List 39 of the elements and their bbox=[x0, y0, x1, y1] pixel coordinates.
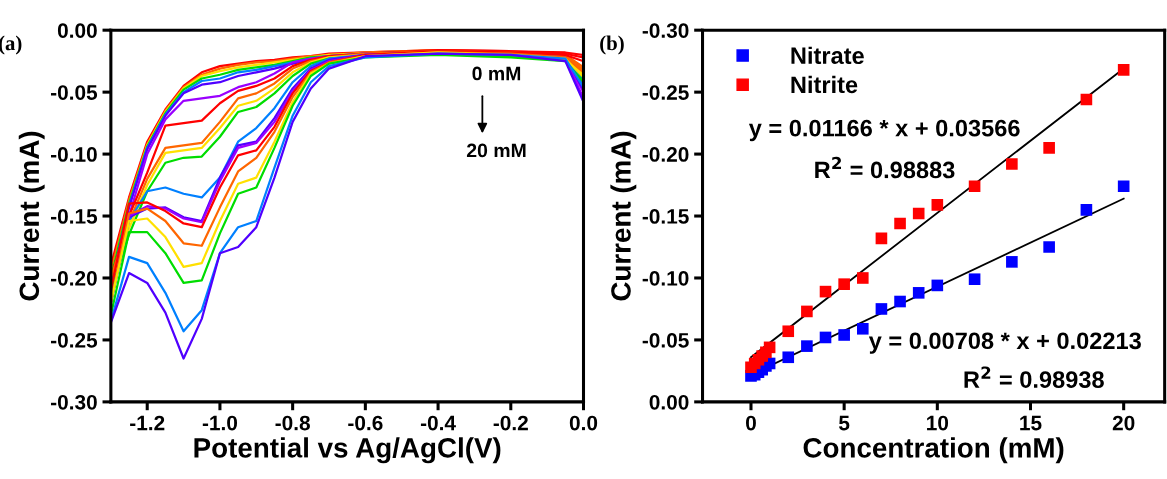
x-tick-label: -0.8 bbox=[275, 415, 310, 431]
x-tick-label: 15 bbox=[1020, 415, 1042, 431]
y-tick-label: -0.25 bbox=[51, 332, 98, 348]
y-tick-label: -0.20 bbox=[642, 147, 689, 162]
y-tick-label: -0.15 bbox=[51, 209, 98, 224]
y-tick-label: -0.10 bbox=[642, 270, 689, 286]
x-tick-label: -1.2 bbox=[130, 415, 165, 431]
x-tick-label: -0.4 bbox=[420, 415, 456, 431]
x-tick-label: -0.6 bbox=[348, 415, 383, 431]
x-tick-label: -0.2 bbox=[493, 415, 528, 431]
legend-label: Nitrite bbox=[791, 75, 858, 94]
annotation: 0 mM bbox=[472, 66, 521, 81]
x-tick-label: 20 bbox=[1112, 415, 1135, 431]
y-tick-label: -0.25 bbox=[642, 85, 689, 100]
y-axis-title: Current (mA) bbox=[610, 131, 637, 301]
y-tick-label: -0.30 bbox=[51, 394, 97, 410]
y-axis-title: Current (mA) bbox=[18, 131, 45, 301]
annotation: R$^{2}$ = 0.98883 bbox=[815, 156, 955, 179]
x-tick-label: -1.0 bbox=[202, 415, 238, 431]
annotation: y = 0.00708 * x + 0.02213 bbox=[868, 332, 1141, 354]
y-tick-label: 0.00 bbox=[57, 23, 97, 38]
annotation: y = 0.01166 * x + 0.03566 bbox=[748, 119, 1020, 142]
x-tick-label: 0 bbox=[746, 415, 756, 431]
x-axis-title: Potential vs Ag/AgCl(V) bbox=[194, 437, 501, 464]
y-tick-label: -0.20 bbox=[51, 270, 97, 286]
text: (b) bbox=[600, 35, 624, 55]
x-tick-label: 0.0 bbox=[569, 415, 598, 431]
y-tick-label: 0.00 bbox=[649, 394, 689, 410]
x-axis-title: Concentration (mM) bbox=[803, 437, 1064, 464]
annotation: 20 mM bbox=[466, 143, 526, 158]
annotation: R$^{2}$ = 0.98938 bbox=[964, 366, 1104, 388]
y-tick-label: -0.15 bbox=[642, 209, 689, 224]
legend-label: Nitrate bbox=[791, 46, 864, 65]
x-tick-label: 10 bbox=[927, 415, 949, 431]
x-tick-label: 5 bbox=[839, 415, 850, 431]
y-tick-label: -0.05 bbox=[642, 332, 689, 348]
y-tick-label: -0.05 bbox=[51, 85, 98, 100]
y-tick-label: -0.30 bbox=[642, 23, 689, 38]
y-tick-label: -0.10 bbox=[51, 147, 97, 162]
